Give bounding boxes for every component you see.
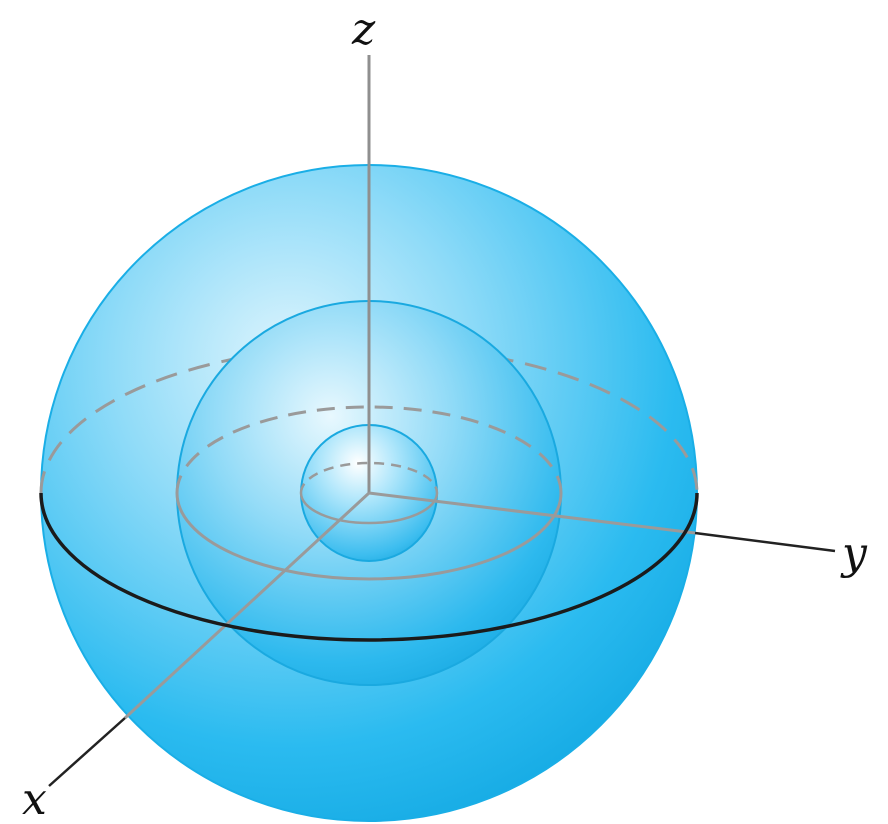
x-axis-inner xyxy=(123,491,371,720)
middle-equator-front xyxy=(175,492,563,581)
inner-equator-front xyxy=(299,492,439,525)
y-axis-label: y xyxy=(840,528,868,579)
z-axis-label: z xyxy=(351,4,376,55)
y-axis-inner xyxy=(368,491,696,535)
y-axis-outer xyxy=(694,531,836,553)
x-axis-outer xyxy=(48,717,126,787)
x-axis-label: x xyxy=(22,774,47,824)
outer-equator-front xyxy=(39,492,699,642)
inner-equator-back-dashed xyxy=(299,461,439,494)
